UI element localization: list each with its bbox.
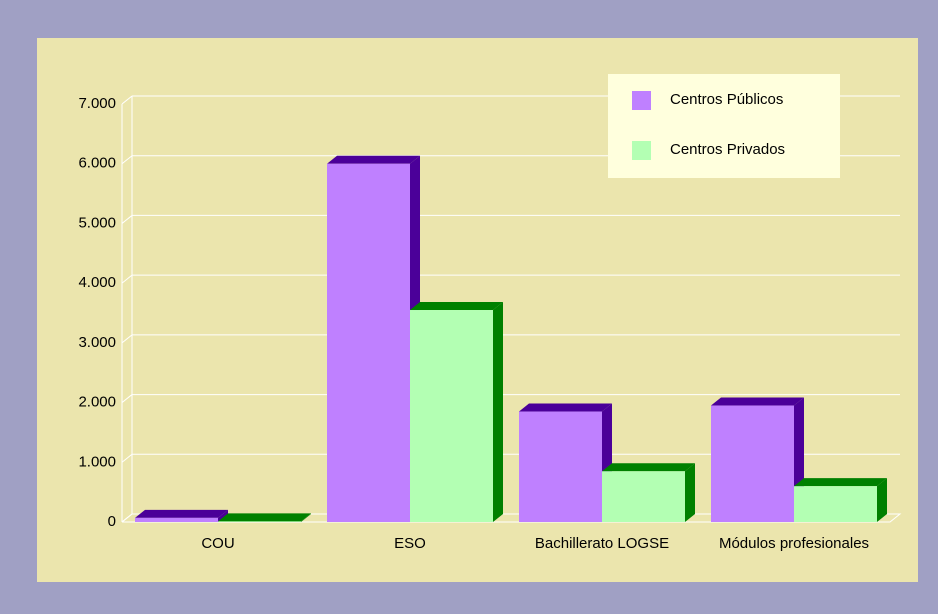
x-tick-label: Bachillerato LOGSE: [535, 535, 669, 552]
bar-side: [218, 509, 228, 522]
legend-label: Centros Públicos: [670, 91, 783, 108]
legend-swatch: [632, 91, 651, 110]
bar-side: [493, 302, 503, 522]
tick-mark: [121, 274, 133, 284]
tick-mark: [121, 215, 133, 224]
tick-mark: [121, 513, 133, 523]
y-tick-label: 5.000: [78, 214, 116, 231]
y-tick-label: 3.000: [78, 334, 116, 351]
bar-top: [135, 509, 228, 518]
y-tick-label: 2.000: [78, 394, 116, 411]
tick-mark: [121, 453, 133, 463]
x-tick-label: COU: [201, 535, 234, 552]
bar-top: [602, 463, 695, 472]
tick-mark: [121, 394, 133, 403]
bar-top: [327, 155, 420, 164]
bar: [218, 521, 301, 522]
bar: [519, 411, 602, 522]
bar: [135, 517, 218, 522]
bar-top: [711, 397, 804, 406]
bar-side: [685, 463, 695, 522]
bar: [711, 405, 794, 522]
tick-mark: [121, 155, 133, 165]
y-tick-label: 1.000: [78, 453, 116, 470]
bar: [410, 310, 493, 522]
bar: [327, 163, 410, 522]
bar-top: [218, 513, 311, 522]
y-tick-label: 4.000: [78, 274, 116, 291]
legend-swatch: [632, 141, 651, 160]
legend-label: Centros Privados: [670, 141, 785, 158]
bar-top: [410, 302, 503, 311]
bar-side: [301, 513, 311, 522]
bar: [602, 471, 685, 522]
bar-top: [519, 403, 612, 412]
y-tick-label: 0: [108, 513, 116, 530]
bar-side: [877, 478, 887, 522]
x-tick-label: Módulos profesionales: [719, 535, 869, 552]
bar: [794, 486, 877, 522]
legend-box: [608, 74, 840, 178]
y-tick-label: 7.000: [78, 95, 116, 112]
x-tick-label: ESO: [394, 535, 426, 552]
bar-top: [794, 478, 887, 487]
y-tick-label: 6.000: [78, 155, 116, 172]
tick-mark: [121, 334, 133, 344]
tick-mark: [121, 95, 133, 105]
